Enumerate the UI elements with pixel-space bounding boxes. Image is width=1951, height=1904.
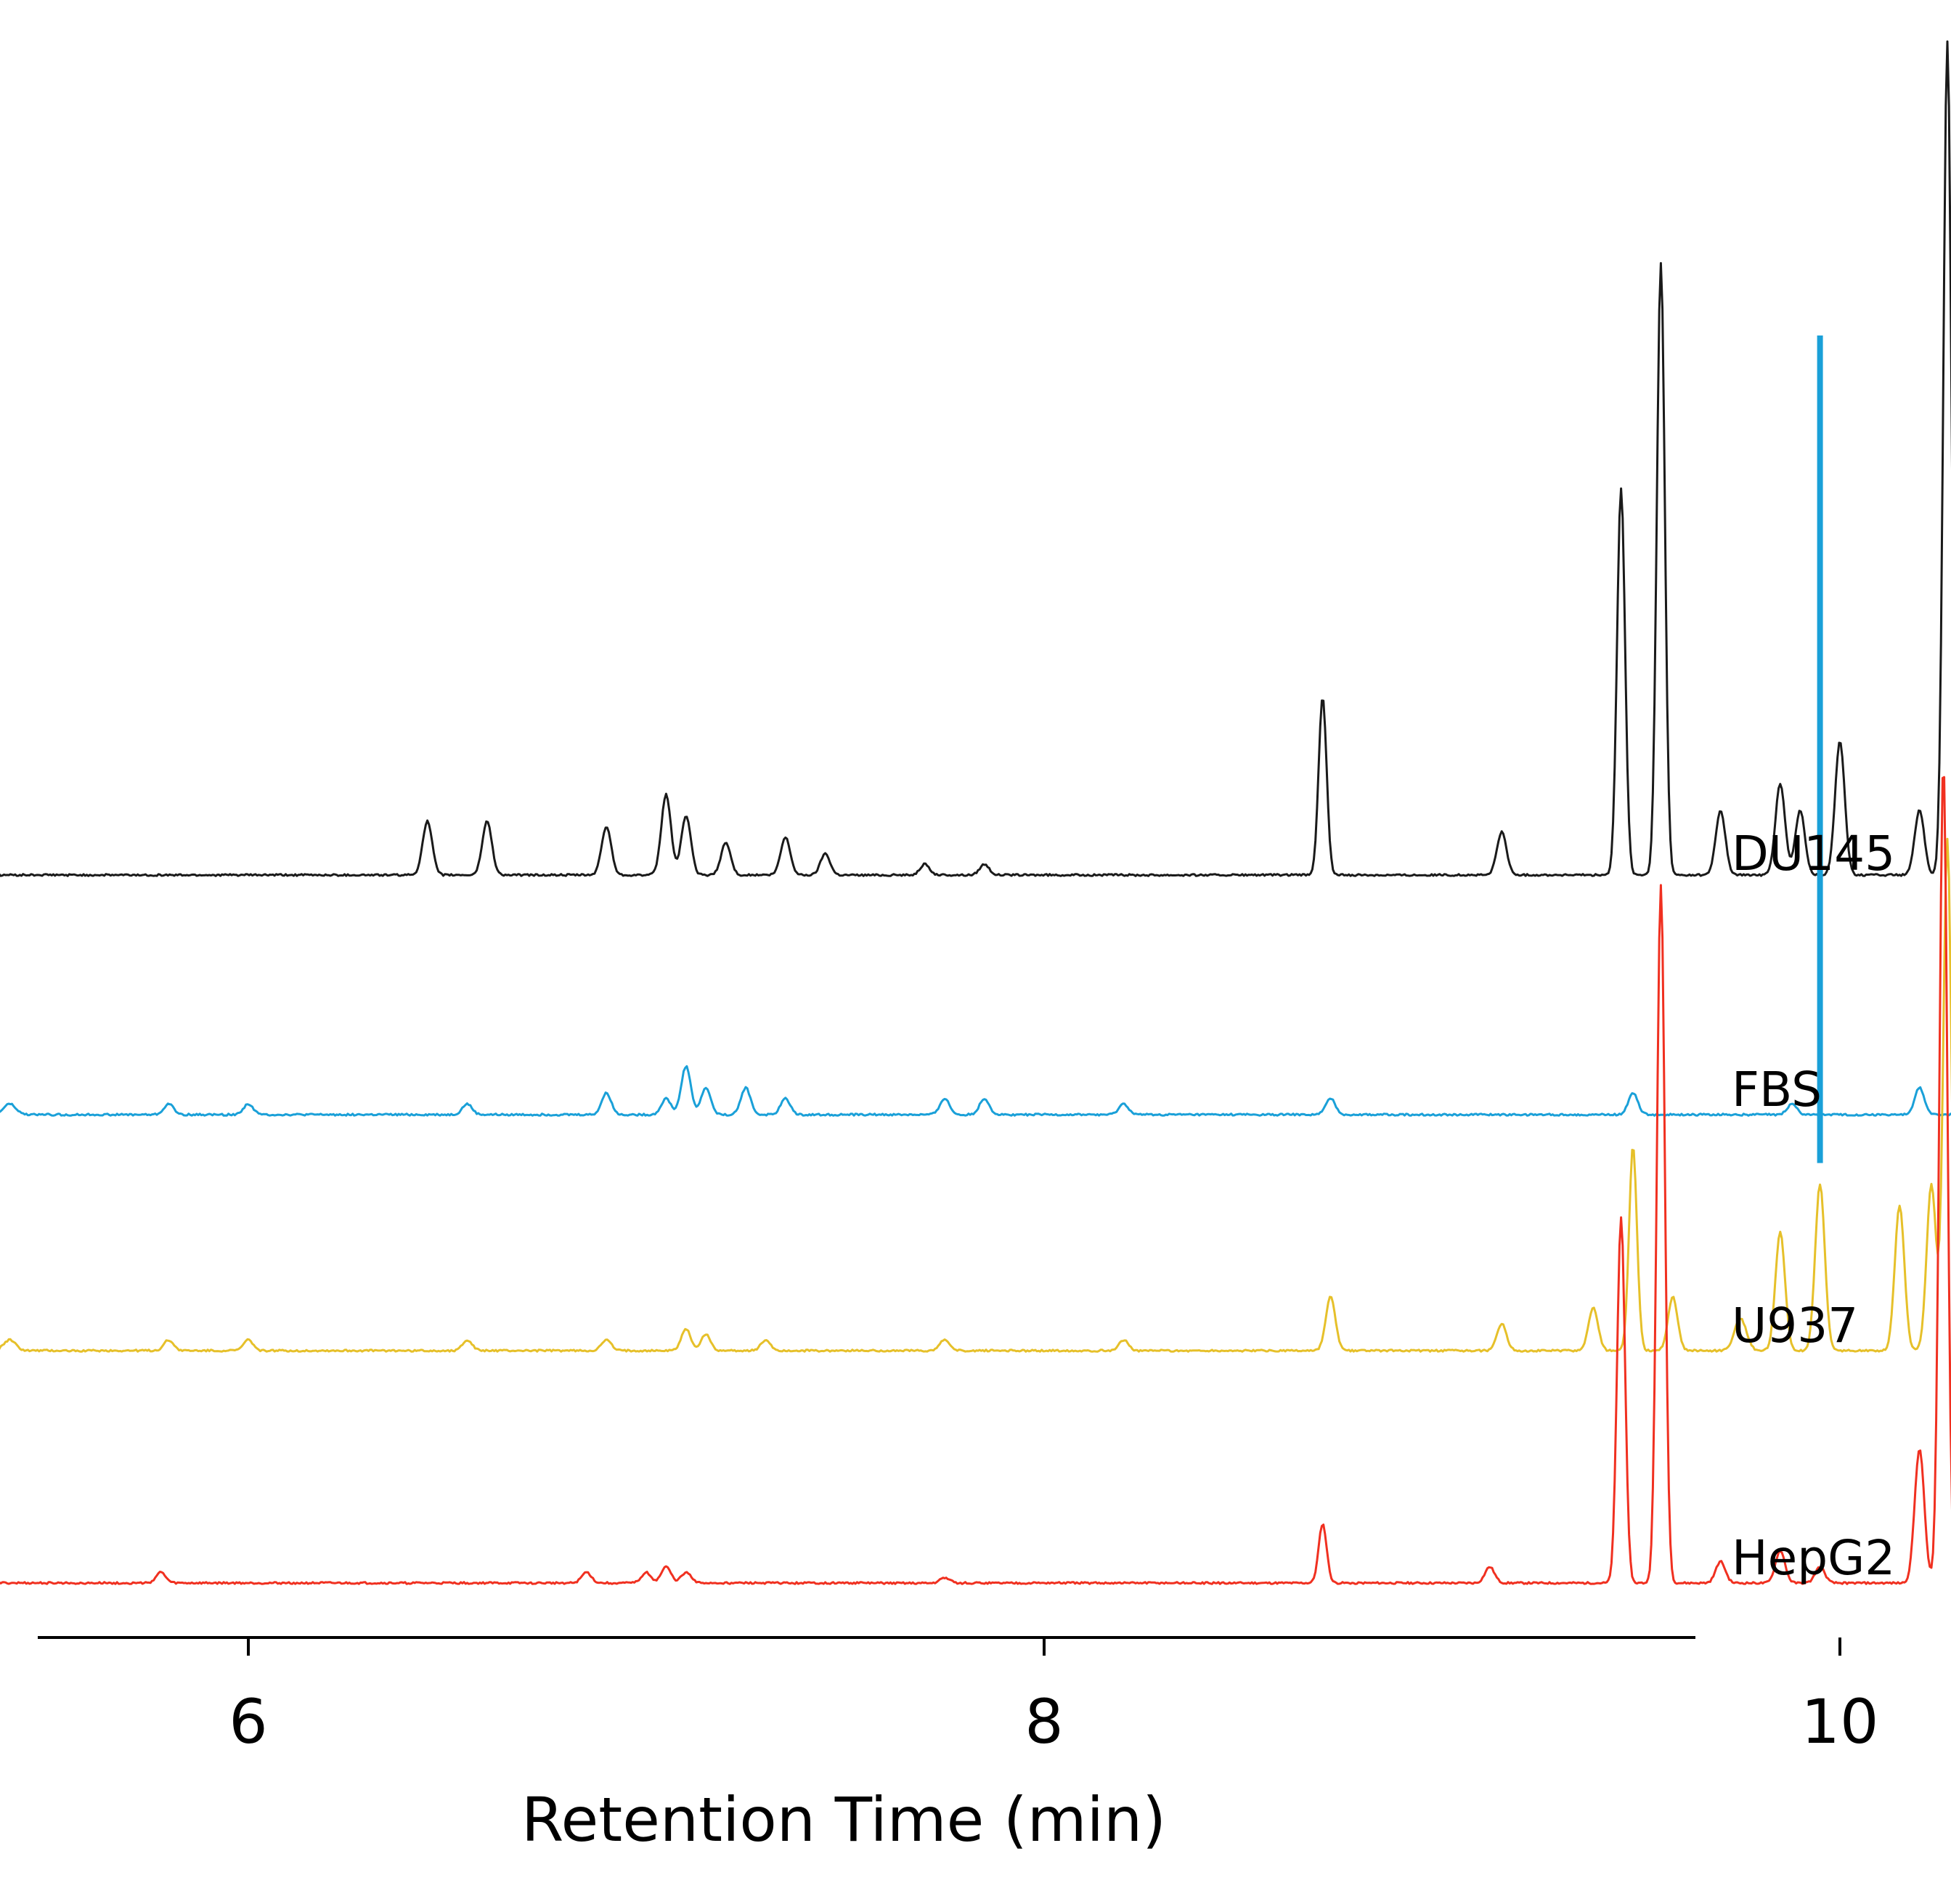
series-label-u937: U937 [1732, 1298, 1858, 1354]
x-axis-ticks: 681012 [229, 1637, 1879, 1757]
trace-hepg2 [0, 776, 1951, 1585]
series-labels: DU145 FBS U937 HepG2 [1732, 826, 1895, 1586]
series-label-hepg2: HepG2 [1732, 1530, 1895, 1586]
series-label-du145: DU145 [1732, 826, 1895, 882]
x-tick-label-10: 10 [1801, 1686, 1879, 1757]
x-axis-title: Retention Time (min) [521, 1784, 1166, 1855]
trace-u937 [0, 837, 1951, 1353]
x-tick-label-6: 6 [229, 1686, 267, 1757]
trace-fbs [0, 1065, 1951, 1117]
x-tick-label-8: 8 [1025, 1686, 1063, 1757]
series-label-fbs: FBS [1732, 1062, 1822, 1118]
trace-layer [0, 40, 1951, 1585]
trace-du145 [0, 40, 1951, 877]
